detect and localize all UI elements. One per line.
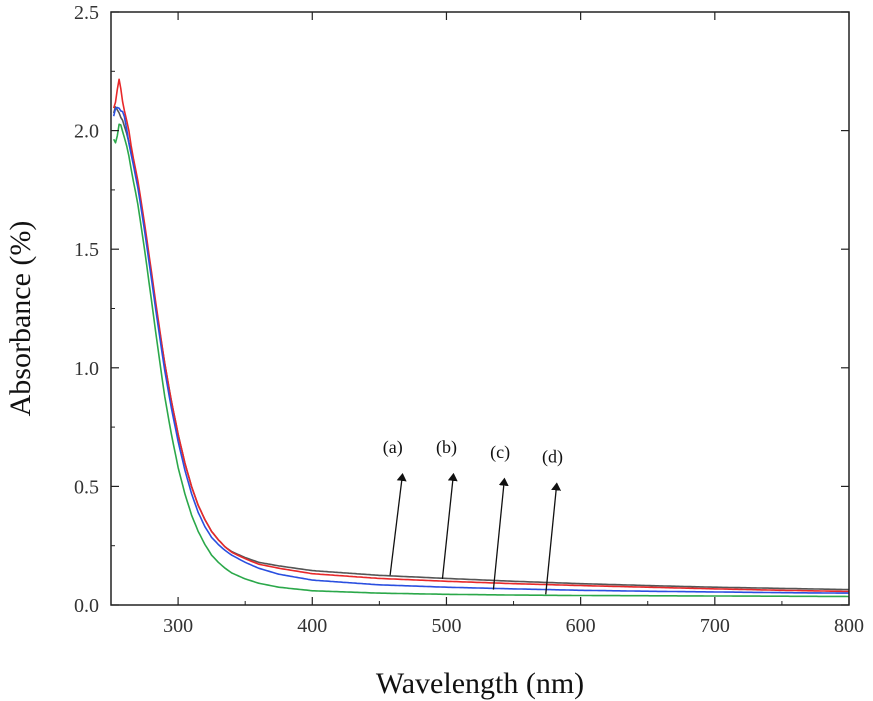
annotation-arrow — [441, 472, 458, 579]
annotation-arrow — [389, 472, 407, 576]
x-tick-label: 600 — [566, 615, 596, 637]
x-tick-label: 700 — [700, 615, 730, 637]
annotation-arrow — [545, 482, 562, 595]
series-line-2 — [112, 78, 850, 593]
y-tick-label: 0.5 — [74, 476, 99, 498]
annotation-arrow — [492, 477, 509, 590]
y-tick-label: 0.0 — [74, 595, 99, 617]
y-tick-label: 2.5 — [74, 2, 99, 24]
annotation-label: (c) — [490, 442, 510, 463]
x-tick-label: 500 — [431, 615, 461, 637]
series-line-1 — [112, 106, 850, 591]
x-tick-label: 800 — [834, 615, 864, 637]
annotation-label: (a) — [383, 437, 403, 458]
y-tick-label: 2.0 — [74, 121, 99, 143]
y-tick-label: 1.0 — [74, 358, 99, 380]
plot-frame — [110, 11, 850, 606]
y-tick-label: 1.5 — [74, 239, 99, 261]
x-tick-label: 300 — [163, 615, 193, 637]
series-layer — [112, 78, 850, 598]
ticks-layer: 300 400 500 600 700 800 0.0 0.5 1.0 1.5 2.0 2.5 — [74, 2, 864, 637]
y-axis-title: Absorbance (%) — [4, 221, 37, 417]
annotation-label: (b) — [436, 437, 457, 458]
annotation-layer: (a) (b) (c) (d) — [383, 437, 563, 595]
annotation-label: (d) — [542, 447, 563, 468]
series-line-4 — [112, 123, 849, 598]
series-line-3 — [112, 106, 849, 594]
x-axis-title: Wavelength (nm) — [376, 667, 584, 700]
x-tick-label: 400 — [297, 615, 327, 637]
